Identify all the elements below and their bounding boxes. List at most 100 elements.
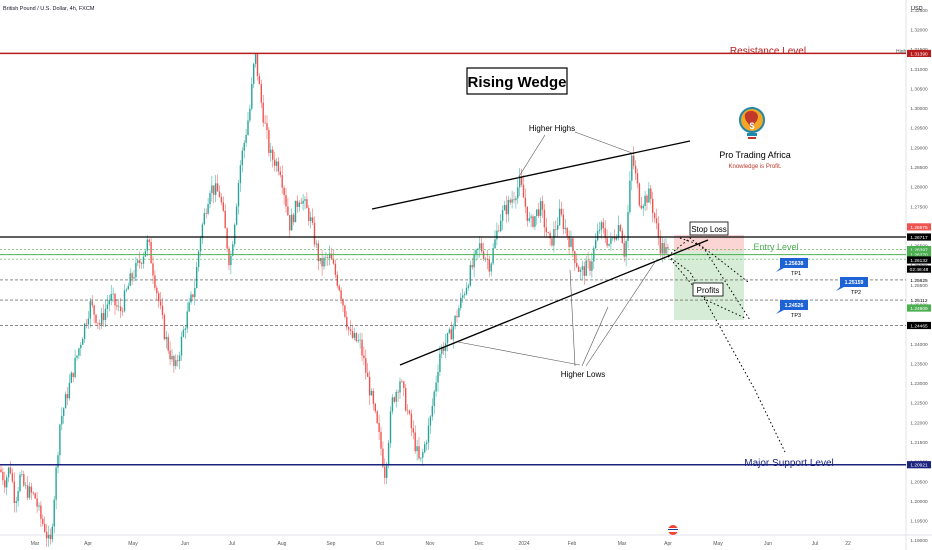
candle-body <box>321 257 323 267</box>
resistance-level-label: Resistance Level <box>730 46 806 57</box>
candle-body <box>368 376 371 396</box>
price-label: 1.26717 <box>910 235 928 241</box>
candle-body <box>530 216 532 219</box>
candle-body <box>496 230 498 240</box>
price-label: 1.26397 <box>910 247 928 253</box>
candle-body <box>114 293 116 306</box>
candle-body <box>292 214 295 223</box>
candle-body <box>283 187 285 196</box>
candle-body <box>57 455 59 468</box>
candle-body <box>207 204 209 214</box>
candle-body <box>258 76 261 85</box>
candle-body <box>218 191 221 198</box>
candle-body <box>642 205 644 209</box>
candle-body <box>129 273 131 286</box>
candle-body <box>260 84 262 103</box>
candle-body <box>412 428 414 433</box>
candle-body <box>222 202 224 211</box>
candle-body <box>287 206 289 216</box>
price-tick-label: 1.23000 <box>910 381 928 387</box>
time-tick-label: Jul <box>812 541 818 547</box>
candle-body <box>34 493 36 499</box>
price-label-box <box>907 276 931 284</box>
candle-body <box>285 195 287 207</box>
time-tick-label: Mar <box>618 541 627 547</box>
candle-body <box>598 229 601 232</box>
candle-body <box>551 238 553 246</box>
candle-body <box>216 183 219 192</box>
candle-body <box>374 403 376 412</box>
candle-body <box>291 214 293 231</box>
candle-body <box>26 485 29 498</box>
candle-body <box>93 305 95 315</box>
candle-body <box>144 250 147 257</box>
time-axis[interactable]: Mar Apr May Jun Jul Aug Sep Oct Nov Dec 2024 Feb Mar… <box>31 541 851 547</box>
candle-body <box>228 248 230 266</box>
candle-body <box>359 339 361 341</box>
candle-body <box>490 263 492 272</box>
target-value-box <box>840 277 868 287</box>
candle-body <box>158 293 160 302</box>
price-tick-label: 1.19500 <box>910 519 928 525</box>
candle-body <box>494 239 496 249</box>
candle-body <box>612 237 614 239</box>
support-price-label-box <box>907 461 931 469</box>
wedge-lower-trendline[interactable] <box>399 239 709 366</box>
candle-body <box>471 264 473 268</box>
candle-body <box>110 293 112 300</box>
candle-body <box>178 355 181 362</box>
price-tick-label: 1.32000 <box>910 27 928 33</box>
candle-body <box>634 165 637 174</box>
candle-body <box>583 266 585 276</box>
price-label-box <box>907 250 931 259</box>
price-tick-label: 1.20500 <box>910 479 928 485</box>
candle-body <box>429 416 432 426</box>
candle-body <box>7 467 10 478</box>
candle-body <box>15 501 17 504</box>
candle-body <box>36 498 38 507</box>
candle-body <box>638 183 641 206</box>
price-tick-label: 1.30500 <box>910 86 928 92</box>
candle-body <box>180 336 183 356</box>
candle-body <box>348 327 350 330</box>
economic-event-icon[interactable] <box>668 525 678 535</box>
time-tick-label: Mar <box>31 541 40 547</box>
candle-body <box>279 171 281 176</box>
candle-body <box>89 301 91 319</box>
candle-body <box>17 491 19 502</box>
candle-body <box>355 332 357 342</box>
candle-body <box>196 266 198 289</box>
wedge-upper-trendline[interactable] <box>371 140 691 210</box>
candle-body <box>72 372 74 378</box>
target-pointer <box>776 310 784 314</box>
candle-body <box>463 294 466 296</box>
candle-body <box>636 173 639 184</box>
price-tick-label: 1.19000 <box>910 538 928 544</box>
candle-body <box>106 304 109 310</box>
candle-body <box>159 301 162 306</box>
candle-body <box>247 120 249 135</box>
candle-body <box>520 176 523 185</box>
candle-body <box>150 242 152 264</box>
price-label-box <box>907 321 931 330</box>
candle-body <box>140 263 143 264</box>
candle-body <box>568 236 570 247</box>
target-value: 1.24526 <box>785 303 804 309</box>
candle-body <box>585 260 587 276</box>
candle-body <box>101 313 103 325</box>
candle-body <box>304 199 306 201</box>
candle-body <box>492 248 494 264</box>
brand-tagline: Knowledge is Profit. <box>728 164 781 170</box>
candle-body <box>116 305 118 307</box>
price-tick-label: 1.25500 <box>910 283 928 289</box>
candle-body <box>340 290 342 300</box>
candle-body <box>306 199 308 209</box>
candle-body <box>300 202 302 204</box>
take-profit-targets: 1.25638 TP1 1.25159 TP2 1.24526 TP3 <box>776 258 868 319</box>
candle-body <box>655 218 658 224</box>
candle-body <box>127 285 129 290</box>
candle-body <box>363 355 365 359</box>
time-tick-label: Jun <box>181 541 189 547</box>
candle-body <box>139 260 141 264</box>
